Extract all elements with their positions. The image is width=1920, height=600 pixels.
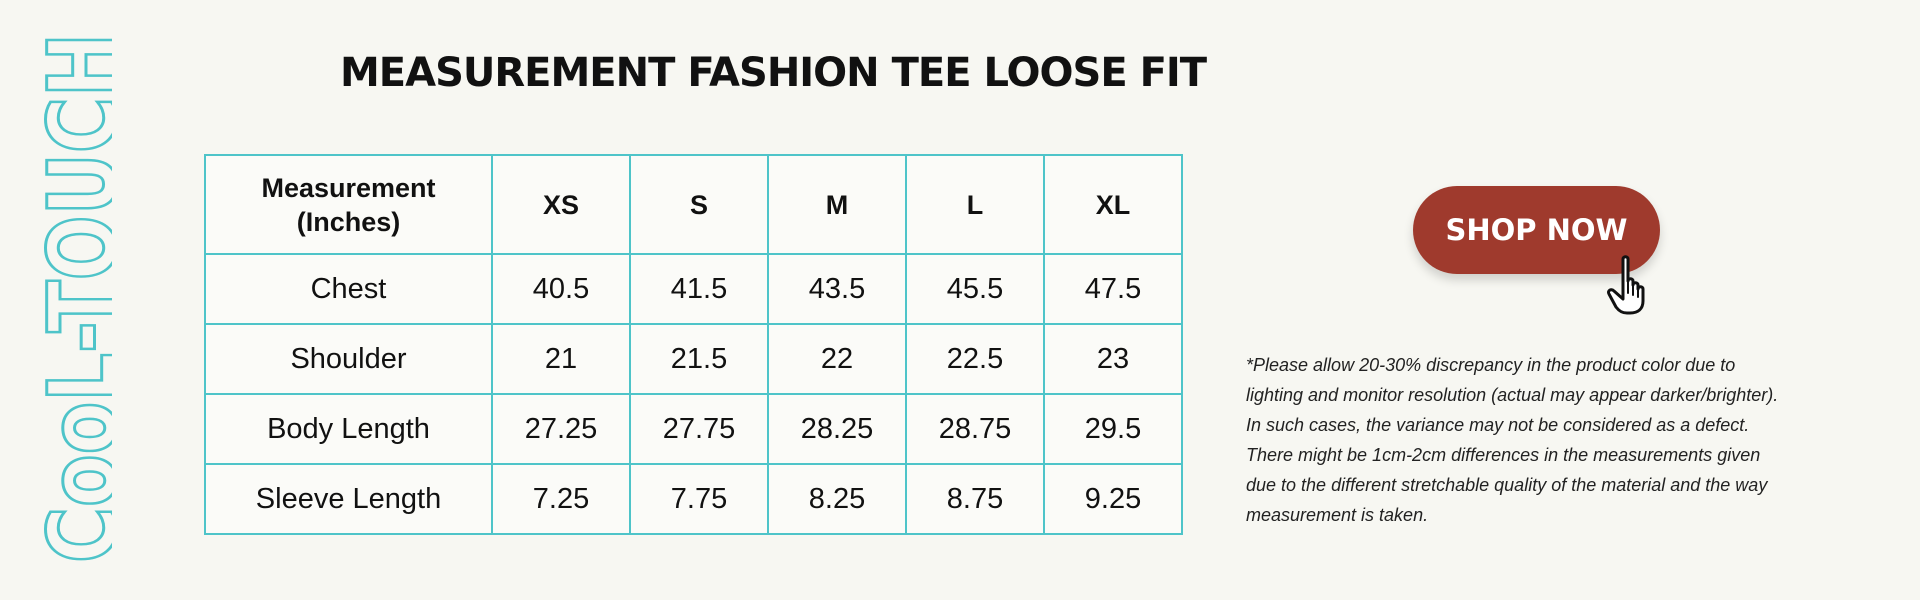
shop-now-button[interactable]: SHOP NOW bbox=[1413, 186, 1660, 274]
table-cell: 21 bbox=[491, 323, 631, 395]
table-cell: 7.25 bbox=[491, 463, 631, 535]
page-title: MEASUREMENT FASHION TEE LOOSE FIT bbox=[340, 50, 1207, 96]
brand-logo-graphic: CooL-TOUCH bbox=[27, 32, 139, 565]
brand-logo-text: CooL-TOUCH bbox=[29, 33, 112, 563]
table-cell: 27.75 bbox=[629, 393, 769, 465]
table-cell: 23 bbox=[1043, 323, 1183, 395]
table-cell: 9.25 bbox=[1043, 463, 1183, 535]
table-cell: 7.75 bbox=[629, 463, 769, 535]
table-cell: 8.25 bbox=[767, 463, 907, 535]
table-cell: 43.5 bbox=[767, 253, 907, 325]
disclaimer-note: *Please allow 20-30% discrepancy in the … bbox=[1246, 355, 1779, 525]
table-cell: 22.5 bbox=[905, 323, 1045, 395]
row-label-sleeve-length: Sleeve Length bbox=[204, 463, 493, 535]
table-row: Shoulder 21 21.5 22 22.5 23 bbox=[204, 323, 1183, 395]
size-header-s: S bbox=[629, 154, 769, 255]
table-row: Body Length 27.25 27.75 28.25 28.75 29.5 bbox=[204, 393, 1183, 465]
table-cell: 29.5 bbox=[1043, 393, 1183, 465]
table-row: Chest 40.5 41.5 43.5 45.5 47.5 bbox=[204, 253, 1183, 325]
size-header-xs: XS bbox=[491, 154, 631, 255]
table-cell: 28.75 bbox=[905, 393, 1045, 465]
table-header-row: Measurement (Inches) XS S M L XL bbox=[204, 154, 1183, 255]
row-label-shoulder: Shoulder bbox=[204, 323, 493, 395]
table-cell: 27.25 bbox=[491, 393, 631, 465]
table-cell: 28.25 bbox=[767, 393, 907, 465]
row-label-chest: Chest bbox=[204, 253, 493, 325]
size-chart-table: Measurement (Inches) XS S M L XL Chest 4… bbox=[204, 154, 1183, 535]
size-header-xl: XL bbox=[1043, 154, 1183, 255]
size-header-l: L bbox=[905, 154, 1045, 255]
measurement-header-label: Measurement (Inches) bbox=[261, 172, 436, 237]
brand-logo: CooL-TOUCH bbox=[22, 28, 139, 568]
row-label-body-length: Body Length bbox=[204, 393, 493, 465]
table-cell: 21.5 bbox=[629, 323, 769, 395]
table-cell: 8.75 bbox=[905, 463, 1045, 535]
table-cell: 45.5 bbox=[905, 253, 1045, 325]
hand-pointer-icon bbox=[1607, 255, 1645, 315]
size-header-m: M bbox=[767, 154, 907, 255]
table-cell: 40.5 bbox=[491, 253, 631, 325]
table-cell: 22 bbox=[767, 323, 907, 395]
measurement-header: Measurement (Inches) bbox=[204, 154, 493, 255]
table-row: Sleeve Length 7.25 7.75 8.25 8.75 9.25 bbox=[204, 463, 1183, 535]
table-cell: 47.5 bbox=[1043, 253, 1183, 325]
table-cell: 41.5 bbox=[629, 253, 769, 325]
